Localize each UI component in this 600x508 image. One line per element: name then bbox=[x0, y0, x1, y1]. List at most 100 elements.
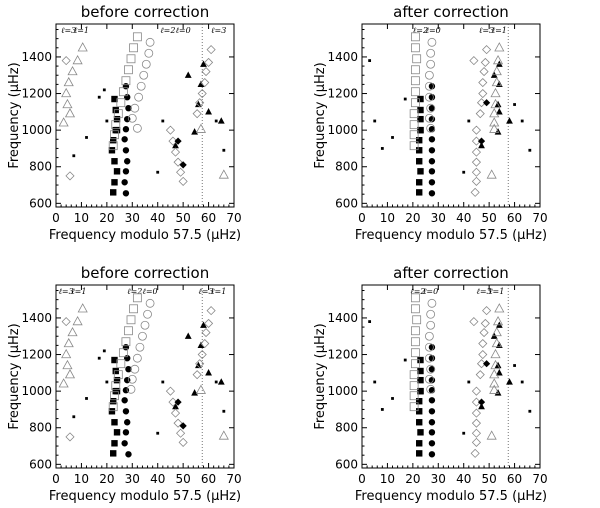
data-point-triangle-open bbox=[489, 369, 500, 379]
data-point-cross bbox=[528, 409, 532, 413]
x-tick-label: 10 bbox=[380, 211, 395, 225]
series-square-filled bbox=[416, 356, 424, 457]
y-tick-label: 1200 bbox=[21, 87, 52, 101]
data-point-circle-open bbox=[130, 364, 140, 374]
data-point-circle-open bbox=[424, 374, 434, 384]
degree-annotation: ℓ=2 bbox=[410, 287, 425, 296]
y-tick-label: 1200 bbox=[327, 348, 358, 362]
data-point-triangle-open bbox=[489, 378, 500, 388]
data-point-diamond-open bbox=[476, 98, 487, 108]
y-tick-label: 800 bbox=[29, 421, 52, 435]
data-point-square-filled bbox=[111, 95, 118, 103]
data-point-diamond-open bbox=[173, 157, 183, 167]
data-point-triangle-open bbox=[62, 359, 73, 370]
data-point-circle-filled bbox=[428, 344, 436, 351]
data-point-cross bbox=[513, 103, 516, 106]
x-axis-label: Frequency modulo 57.5 (μHz) bbox=[49, 228, 241, 243]
degree-annotation: ℓ=1 bbox=[74, 26, 89, 35]
data-point-diamond-open bbox=[469, 317, 479, 327]
data-point-diamond-filled bbox=[483, 360, 491, 368]
data-point-diamond-open bbox=[170, 408, 181, 418]
x-axis-label: Frequency modulo 57.5 (μHz) bbox=[355, 228, 547, 243]
data-point-square-filled bbox=[111, 419, 118, 426]
data-point-cross bbox=[467, 380, 471, 384]
data-point-cross bbox=[380, 147, 384, 150]
data-point-circle-open bbox=[427, 37, 437, 47]
data-point-cross bbox=[380, 408, 384, 411]
x-tick-label: 60 bbox=[507, 472, 522, 486]
data-point-circle-filled bbox=[122, 190, 130, 197]
data-point-circle-filled bbox=[121, 136, 128, 143]
data-point-cross bbox=[85, 397, 88, 400]
data-point-square-open bbox=[410, 65, 420, 75]
y-tick-label: 1200 bbox=[327, 87, 358, 101]
data-point-diamond-open bbox=[479, 67, 489, 77]
data-point-circle-filled bbox=[428, 451, 436, 458]
data-point-triangle-open bbox=[492, 54, 504, 65]
data-point-square-open bbox=[121, 76, 131, 86]
data-point-triangle-filled bbox=[197, 341, 205, 348]
data-point-diamond-open bbox=[178, 176, 188, 186]
y-tick-label: 600 bbox=[29, 457, 52, 471]
data-point-square-filled bbox=[113, 387, 121, 395]
data-point-cross bbox=[105, 380, 109, 384]
data-point-cross bbox=[156, 170, 160, 174]
data-point-triangle-open bbox=[491, 76, 502, 87]
data-point-circle-open bbox=[145, 298, 155, 308]
data-point-circle-filled bbox=[122, 168, 130, 175]
data-point-square-open bbox=[409, 141, 419, 151]
data-point-triangle-filled bbox=[506, 117, 513, 124]
data-point-circle-filled bbox=[428, 104, 436, 112]
data-point-square-open bbox=[409, 402, 419, 412]
data-point-triangle-open bbox=[491, 326, 502, 337]
x-tick-label: 40 bbox=[456, 472, 471, 486]
x-tick-label: 10 bbox=[74, 211, 89, 225]
data-point-triangle-open bbox=[63, 76, 74, 87]
degree-annotation: ℓ=3 bbox=[59, 287, 74, 296]
data-point-circle-open bbox=[424, 81, 434, 91]
data-point-circle-filled bbox=[428, 408, 436, 415]
degree-annotation: ℓ=2 bbox=[127, 287, 142, 296]
data-point-diamond-filled bbox=[483, 99, 491, 107]
panel-top-left: before correction 0 10 20 30 40 50 60 70 600 800 10… bbox=[7, 3, 242, 243]
data-point-triangle-filled bbox=[172, 141, 179, 149]
x-tick-label: 0 bbox=[52, 472, 60, 486]
data-point-circle-open bbox=[127, 374, 137, 384]
plot-frame bbox=[55, 284, 235, 469]
x-tick-label: 20 bbox=[99, 472, 114, 486]
data-point-circle-open bbox=[132, 123, 142, 133]
data-point-triangle-filled bbox=[217, 378, 225, 385]
data-point-diamond-filled bbox=[477, 398, 486, 406]
series-triangle-open bbox=[486, 42, 505, 179]
data-point-diamond-open bbox=[471, 157, 481, 167]
series-triangle-open bbox=[58, 42, 229, 179]
data-point-triangle-open bbox=[486, 430, 497, 440]
series-square-open bbox=[108, 293, 142, 412]
data-point-circle-open bbox=[424, 92, 434, 102]
data-point-cross bbox=[462, 431, 466, 435]
data-point-square-open bbox=[410, 76, 420, 86]
data-point-diamond-open bbox=[195, 359, 205, 369]
series-diamond-open bbox=[61, 306, 216, 447]
data-point-triangle-open bbox=[494, 303, 505, 313]
data-point-cross bbox=[156, 431, 160, 435]
data-point-circle-open bbox=[135, 342, 145, 352]
x-axis-label: Frequency modulo 57.5 (μHz) bbox=[355, 489, 547, 504]
series-diamond-open bbox=[469, 45, 492, 197]
data-point-square-open bbox=[410, 326, 420, 336]
data-point-square-filled bbox=[416, 189, 423, 196]
data-point-diamond-filled bbox=[179, 422, 187, 430]
x-axis-label: Frequency modulo 57.5 (μHz) bbox=[49, 489, 241, 504]
x-tick-label: 70 bbox=[226, 211, 241, 225]
series-cross bbox=[368, 59, 532, 174]
data-point-square-open bbox=[410, 43, 420, 53]
data-point-cross bbox=[391, 136, 394, 139]
series-diamond-filled bbox=[174, 398, 187, 430]
data-point-circle-open bbox=[424, 342, 434, 352]
data-point-circle-filled bbox=[125, 451, 132, 458]
chart-title: after correction bbox=[393, 264, 509, 282]
data-point-triangle-open bbox=[72, 54, 83, 65]
data-point-square-filled bbox=[110, 137, 117, 144]
data-point-triangle-filled bbox=[197, 80, 205, 87]
data-point-circle-filled bbox=[428, 168, 436, 175]
